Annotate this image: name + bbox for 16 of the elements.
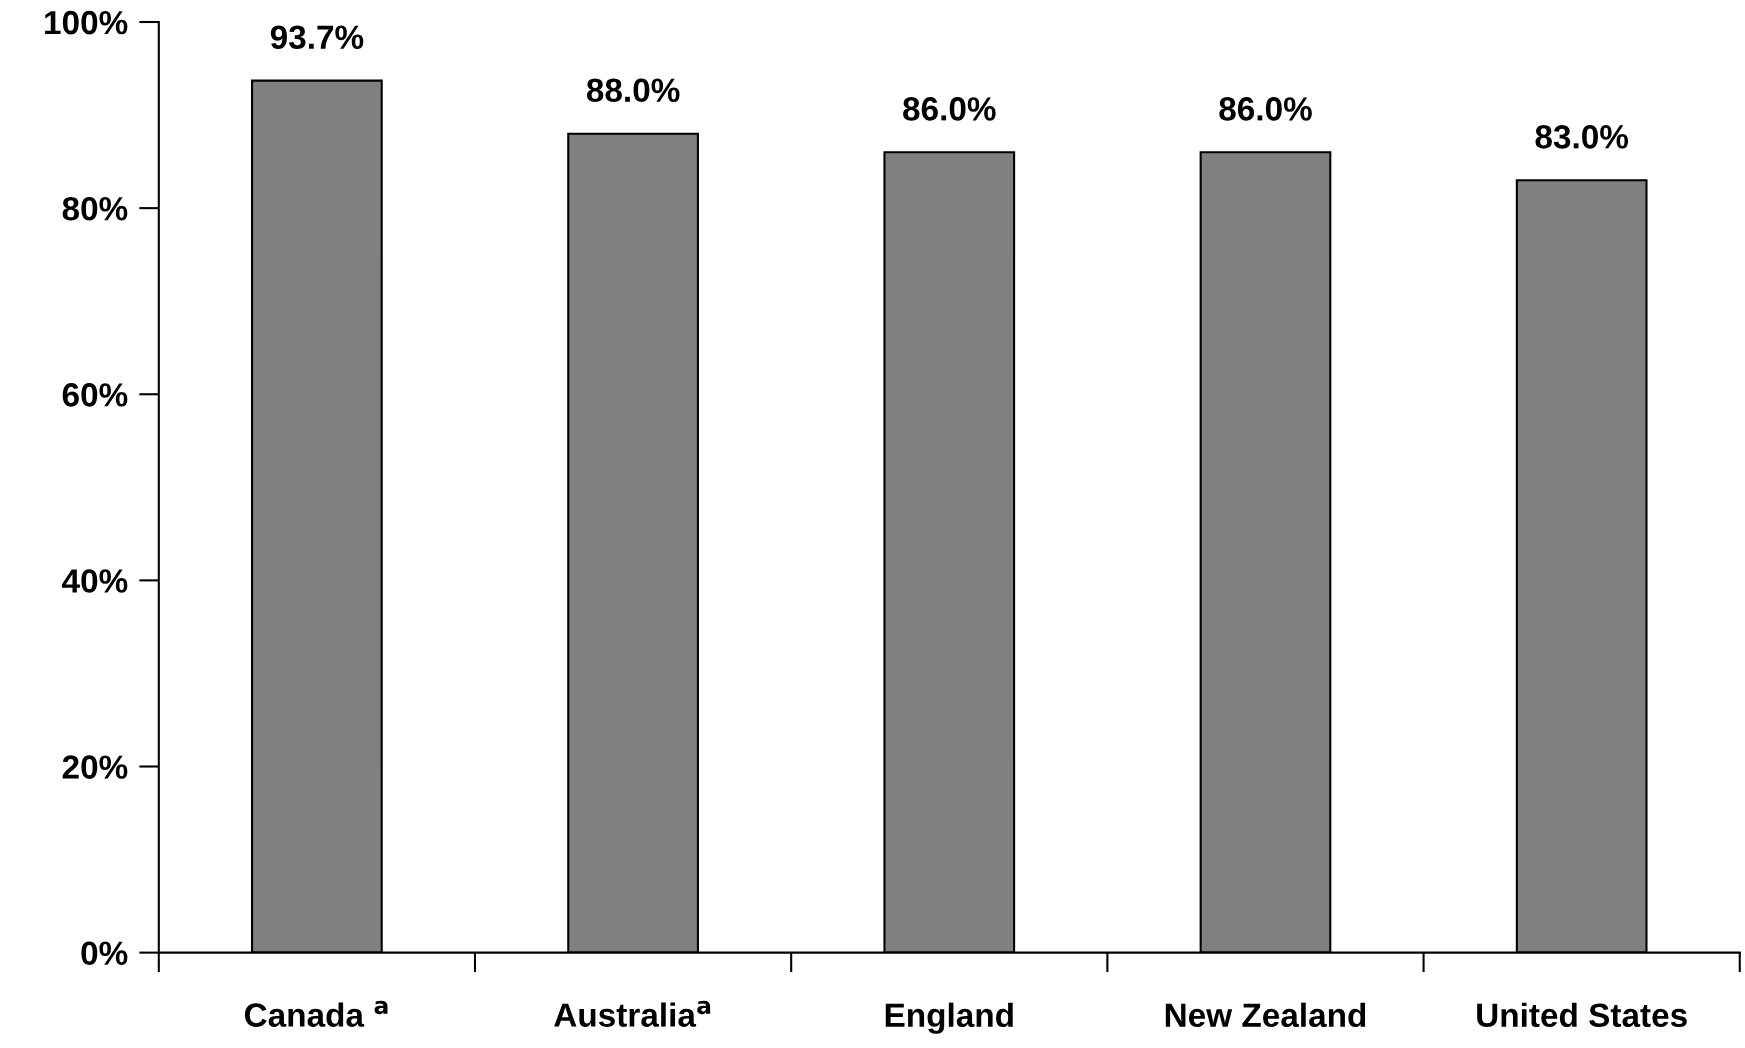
x-tick-label: England	[885, 1002, 1013, 1034]
x-tick-label: Canada $^{a}$	[244, 1000, 388, 1027]
y-tick-label: 60%	[62, 383, 128, 407]
y-tick-label: 80%	[62, 196, 128, 221]
y-tick-label: 0%	[81, 941, 128, 966]
x-tick-label: Australia$^{a}$	[554, 1000, 711, 1027]
y-tick-label: 40%	[62, 569, 128, 593]
data-label: 86.0%	[903, 97, 996, 121]
data-label: 86.0%	[1219, 97, 1312, 121]
y-tick-label: 20%	[62, 755, 128, 779]
x-tick-label: New Zealand	[1165, 1002, 1366, 1028]
data-label: 93.7%	[270, 25, 364, 50]
y-tick-label: 100%	[45, 10, 128, 35]
data-label: 83.0%	[1535, 125, 1629, 149]
x-tick-label: United States	[1477, 1002, 1687, 1028]
data-label: 88.0%	[586, 78, 680, 103]
